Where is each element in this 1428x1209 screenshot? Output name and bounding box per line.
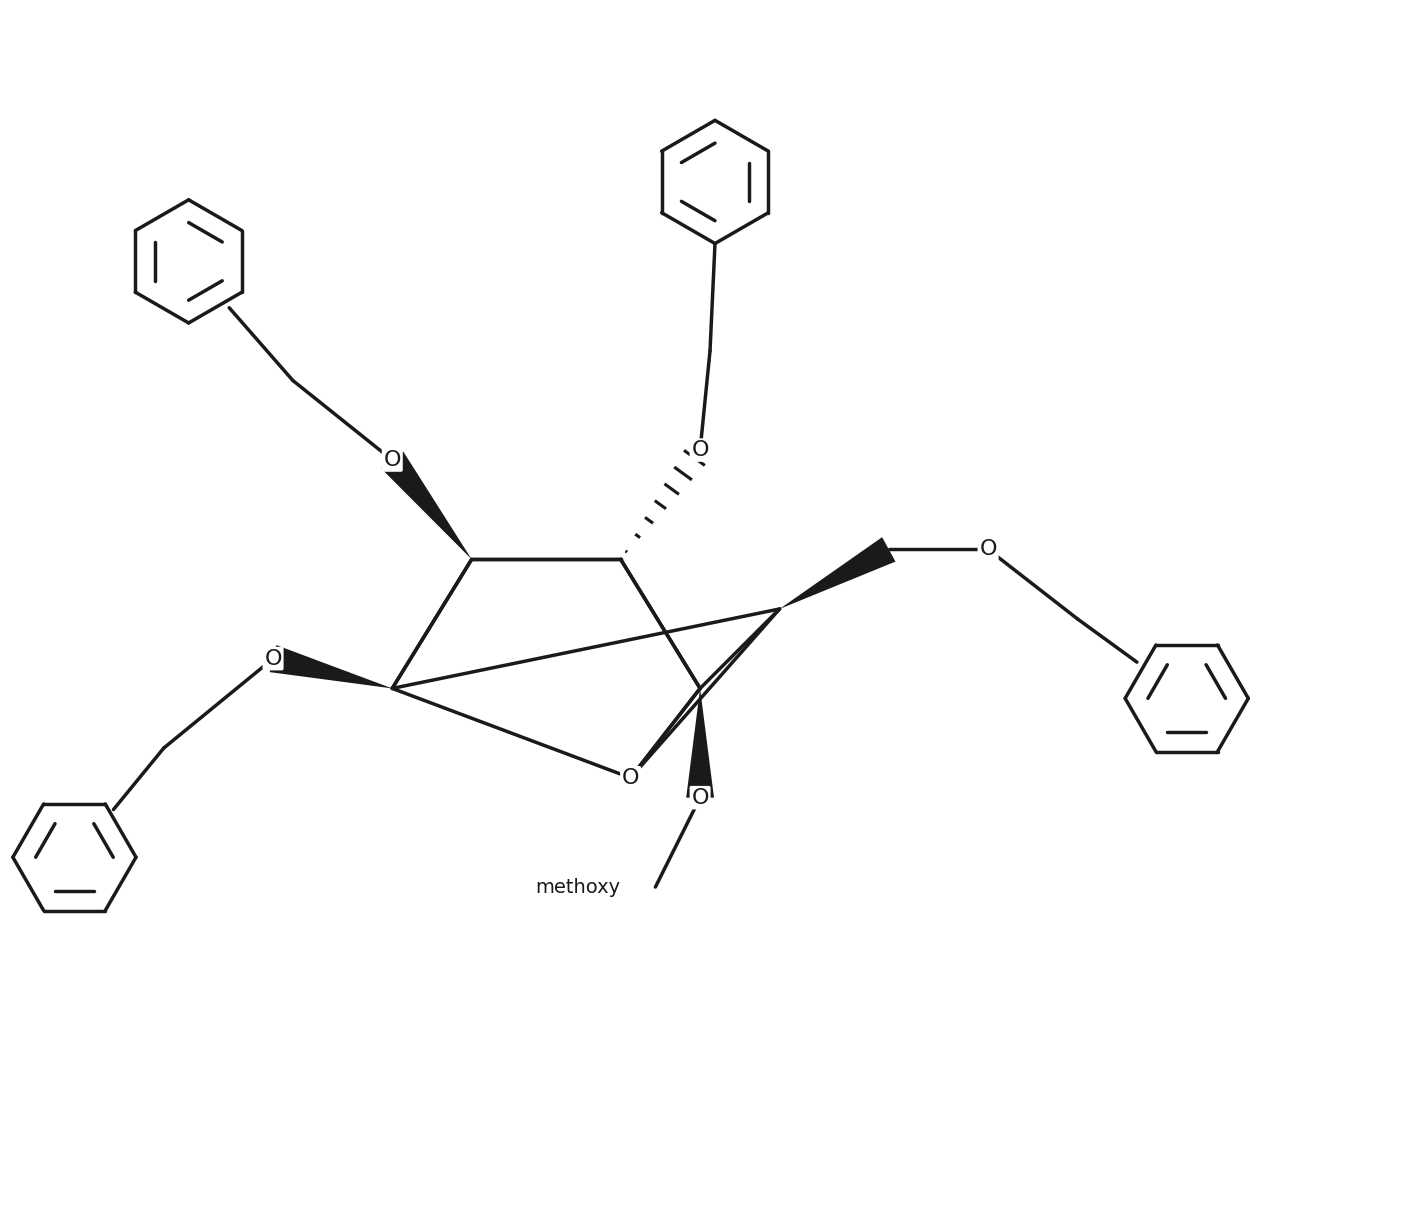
Polygon shape xyxy=(687,688,714,798)
Text: O: O xyxy=(691,440,708,461)
Text: O: O xyxy=(691,787,708,808)
Text: O: O xyxy=(264,648,281,669)
Polygon shape xyxy=(780,537,895,609)
Text: O: O xyxy=(384,450,401,470)
Polygon shape xyxy=(381,451,471,560)
Polygon shape xyxy=(270,646,393,688)
Text: methoxy: methoxy xyxy=(536,878,621,897)
Text: O: O xyxy=(980,539,997,560)
Text: O: O xyxy=(621,768,640,788)
